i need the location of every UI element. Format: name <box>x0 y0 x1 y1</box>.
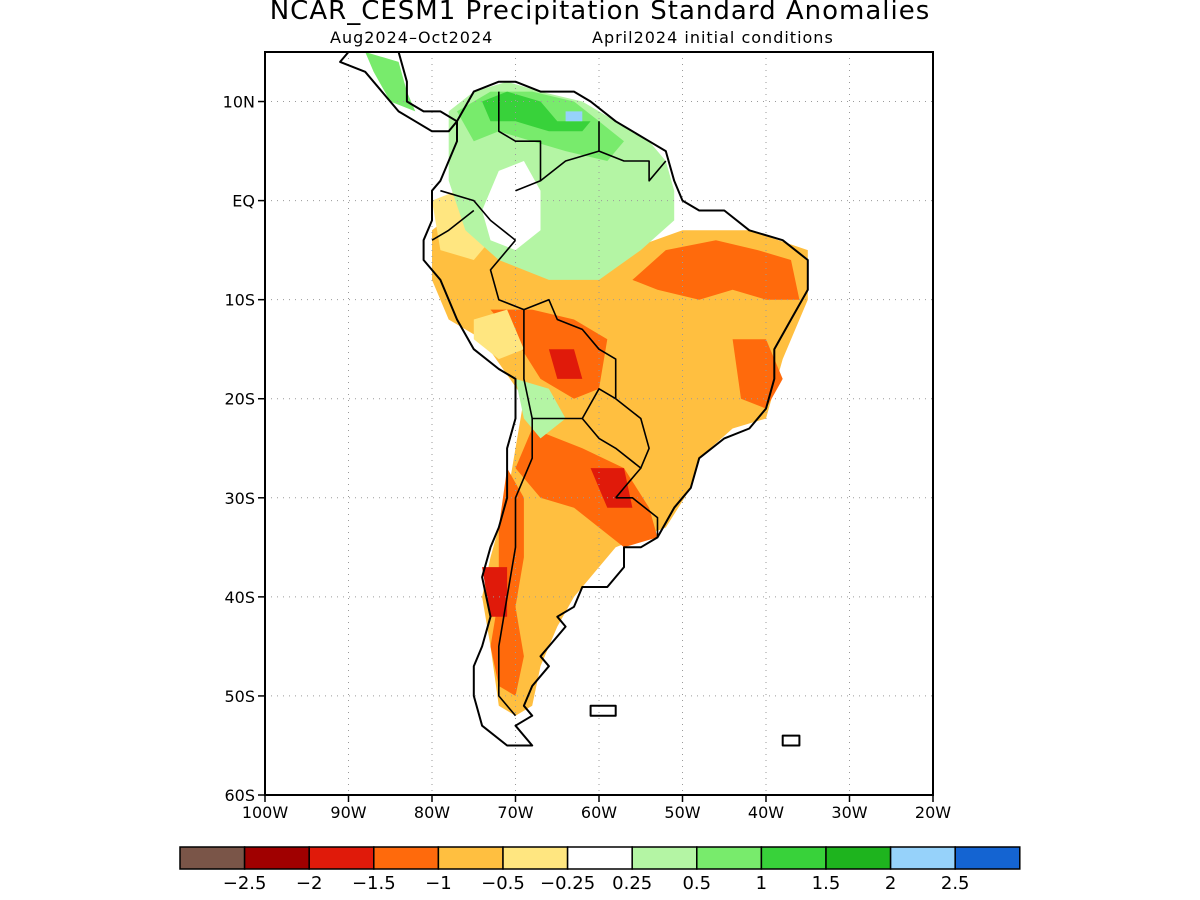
map-title: NCAR_CESM1 Precipitation Standard Anomal… <box>269 0 931 26</box>
lon-tick-label: 50W <box>664 803 700 822</box>
lat-tick-label: 10N <box>223 93 255 112</box>
colorbar-swatch <box>179 846 246 870</box>
anomaly-fill-layer <box>365 52 808 716</box>
colorbar-swatch <box>631 846 698 870</box>
lat-tick-label: 60S <box>224 786 255 805</box>
anomaly-region-16 <box>515 378 566 439</box>
coastline-layer <box>339 52 809 747</box>
border-colombia-peru-ecuador <box>440 189 516 241</box>
lon-tick-label: 20W <box>915 803 951 822</box>
anomaly-region-4 <box>515 428 658 548</box>
colorbar-label: 1 <box>756 873 767 894</box>
colorbar-swatch <box>566 846 633 870</box>
colorbar-swatch <box>954 846 1021 870</box>
colorbar-swatch <box>825 846 892 870</box>
anomaly-region-2 <box>632 240 800 300</box>
lat-tick-label: 20S <box>224 390 255 409</box>
colorbar-swatch <box>373 846 440 870</box>
forecast-period: Aug2024–Oct2024 <box>330 28 494 47</box>
colorbar-label: 1.5 <box>812 873 841 894</box>
border-argentina-brazil <box>615 467 642 499</box>
coastline-falkland-islands <box>589 704 617 717</box>
coastline-south-america-outline <box>422 80 809 747</box>
lat-tick-label: 50S <box>224 687 255 706</box>
lon-tick-label: 40W <box>748 803 784 822</box>
colorbar-swatch <box>308 846 375 870</box>
border-peru-bolivia-chile <box>523 309 533 419</box>
lat-tick-label: 30S <box>224 489 255 508</box>
colorbar-swatch <box>760 846 827 870</box>
colorbar-label: −0.25 <box>540 873 595 894</box>
lat-tick-label: 40S <box>224 588 255 607</box>
anomaly-region-14 <box>565 111 583 122</box>
colorbar-label: 0.25 <box>612 873 652 894</box>
border-uruguay-border <box>615 496 659 538</box>
colorbar-label: −1.5 <box>352 873 396 894</box>
coastline-south-georgia <box>781 734 801 747</box>
colorbar-label: −2 <box>296 873 323 894</box>
colorbar-label: 2 <box>885 873 896 894</box>
colorbar-swatch <box>437 846 504 870</box>
border-ecuador-peru <box>431 209 475 241</box>
border-venezuela-brazil <box>540 150 600 182</box>
colorbar-swatch <box>502 846 569 870</box>
colorbar-label: 2.5 <box>941 873 970 894</box>
anomaly-region-17 <box>473 309 524 360</box>
lat-tick-label: 10S <box>224 291 255 310</box>
anomaly-region-15 <box>365 52 416 112</box>
colorbar-label: 0.5 <box>682 873 711 894</box>
lon-tick-label: 30W <box>831 803 867 822</box>
lon-tick-label: 70W <box>497 803 533 822</box>
initial-conditions: April2024 initial conditions <box>592 28 834 47</box>
border-chile-argentina <box>497 418 534 717</box>
colorbar-label: −2.5 <box>223 873 267 894</box>
anomaly-region-11 <box>482 161 541 251</box>
colorbar-label: −1 <box>425 873 452 894</box>
lon-tick-label: 80W <box>414 803 450 822</box>
border-colombia-venezuela <box>497 91 542 192</box>
anomaly-region-13 <box>482 91 591 132</box>
colorbar: −2.5 −2 −1.5 −1 −0.5 −0.25 0.25 0.5 1 1.5 2 2.5 <box>179 846 1021 894</box>
colorbar-label: −0.5 <box>481 873 525 894</box>
colorbar-swatch <box>243 846 310 870</box>
border-brazil-peru-bolivia <box>489 239 617 399</box>
lon-tick-label: 60W <box>581 803 617 822</box>
colorbar-swatch <box>889 846 956 870</box>
lon-tick-label: 100W <box>242 803 289 822</box>
colorbar-swatch <box>696 846 763 870</box>
lat-tick-label: EQ <box>232 192 255 211</box>
anomaly-region-7 <box>548 349 583 379</box>
anomaly-region-9 <box>482 567 508 617</box>
border-guianas <box>598 121 667 182</box>
coastline-central-america-outline <box>339 52 458 133</box>
lon-tick-label: 90W <box>330 803 366 822</box>
